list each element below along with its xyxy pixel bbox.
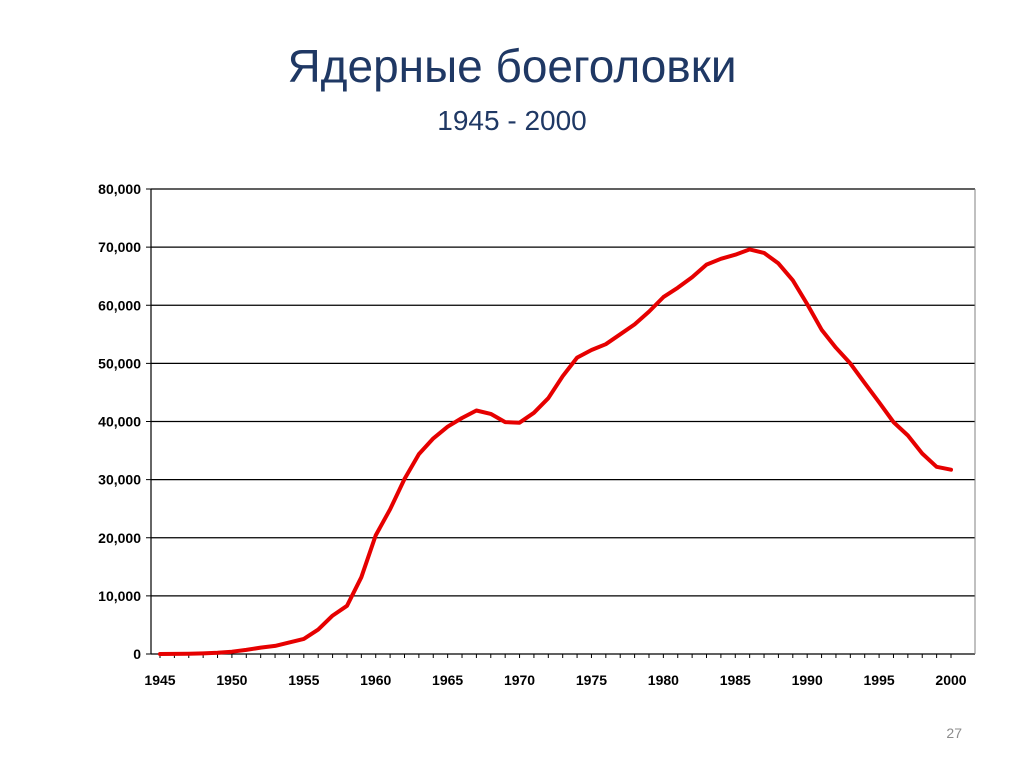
y-tick-label: 80,000 <box>98 181 141 197</box>
y-tick-label: 30,000 <box>98 472 141 488</box>
slide-subtitle: 1945 - 2000 <box>437 105 587 136</box>
series-line <box>158 247 953 656</box>
x-tick-label: 1950 <box>216 672 247 688</box>
x-tick-label: 1965 <box>432 672 463 688</box>
x-tick-label: 1995 <box>864 672 895 688</box>
y-tick-label: 40,000 <box>98 414 141 430</box>
x-tick-label: 1960 <box>360 672 391 688</box>
y-tick-label: 20,000 <box>98 530 141 546</box>
x-tick-label: 1980 <box>648 672 679 688</box>
y-tick-label: 10,000 <box>98 588 141 604</box>
page-number: 27 <box>946 725 962 741</box>
x-tick-label: 1955 <box>288 672 319 688</box>
slide-title: Ядерные боеголовки <box>287 40 737 92</box>
x-tick-label: 2000 <box>935 672 966 688</box>
y-tick-label: 60,000 <box>98 297 141 313</box>
y-tick-label: 0 <box>133 646 141 662</box>
x-tick-label: 1975 <box>576 672 607 688</box>
x-tick-label: 1990 <box>792 672 823 688</box>
x-tick-label: 1970 <box>504 672 535 688</box>
y-tick-label: 50,000 <box>98 355 141 371</box>
y-tick-label: 70,000 <box>98 239 141 255</box>
line-chart: 0 10,000 20,000 30,000 40,000 50,000 60,000 70,… <box>98 181 976 688</box>
x-tick-label: 1945 <box>144 672 175 688</box>
x-tick-label: 1985 <box>720 672 751 688</box>
